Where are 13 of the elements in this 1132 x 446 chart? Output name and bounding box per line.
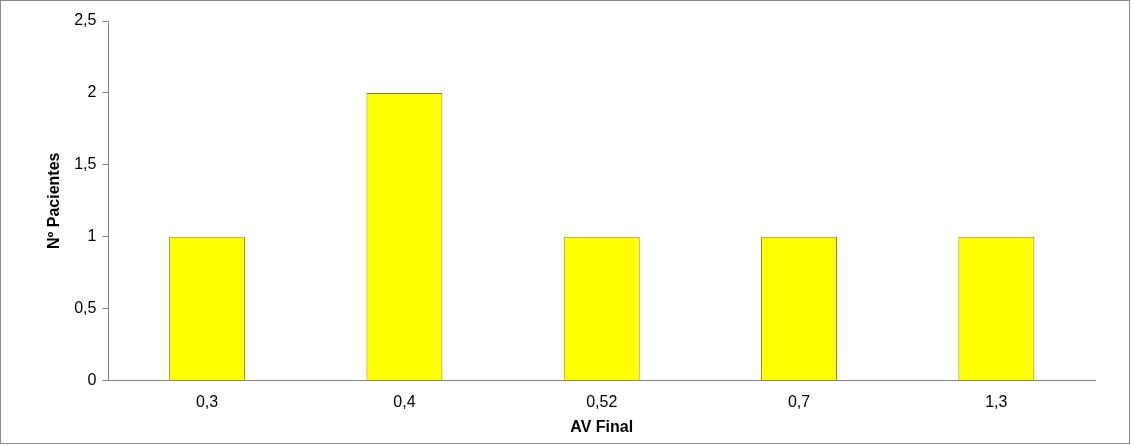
x-tick-label: 0,52 (586, 392, 618, 410)
y-tick-label: 2 (87, 83, 97, 101)
x-tick-label: 0,3 (195, 392, 219, 410)
x-tick-label: 0,7 (787, 392, 811, 410)
y-axis-title: Nº Pacientes (45, 152, 63, 250)
x-tick-label: 0,4 (393, 392, 416, 410)
x-tick-label: 1,3 (985, 392, 1008, 410)
y-tick-label: 0 (87, 371, 97, 389)
y-tick-label: 2,5 (74, 11, 97, 29)
y-tick-label: 0,5 (74, 299, 97, 317)
y-tick-label: 1,5 (74, 155, 97, 173)
x-axis-title: AV Final (570, 417, 634, 435)
y-tick-label: 1 (87, 227, 97, 245)
